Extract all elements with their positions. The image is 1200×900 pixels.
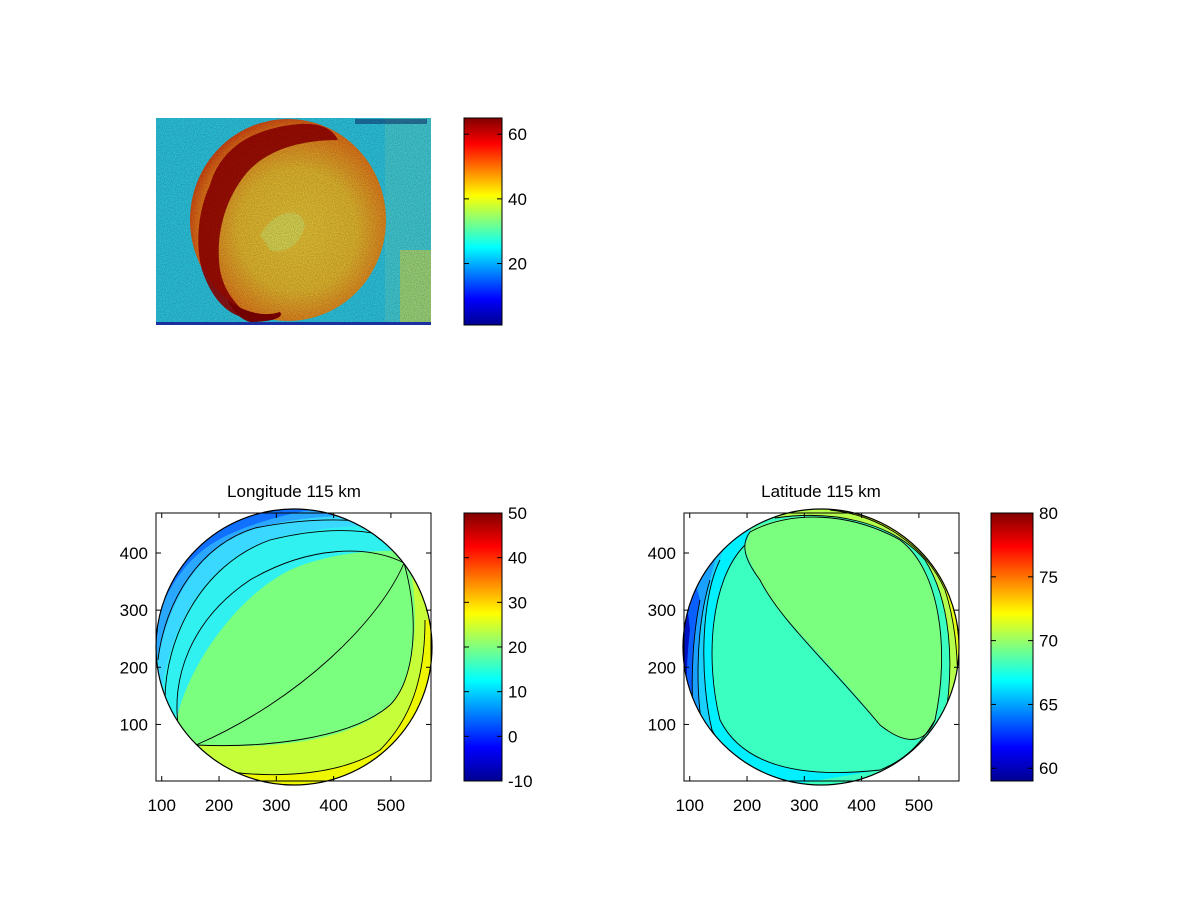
latitude-x-tick-label: 100	[676, 796, 704, 815]
image-colorbar-gradient	[463, 117, 503, 326]
latitude-axes-frame	[683, 512, 960, 782]
longitude-colorbar-tick-label: 50	[508, 504, 527, 523]
longitude-x-tick-label: 200	[205, 796, 233, 815]
longitude-x-tick-label: 300	[262, 796, 290, 815]
latitude-y-ticks: 100 200 300 400	[648, 544, 959, 734]
longitude-y-ticks: 100 200 300 400	[120, 544, 431, 734]
image-colorbar-tick-label: 20	[508, 255, 527, 274]
latitude-y-tick-label: 200	[648, 658, 676, 677]
latitude-colorbar-tick-label: 60	[1039, 759, 1058, 778]
longitude-axes-frame	[155, 512, 432, 782]
longitude-colorbar-tick-label: -10	[508, 772, 533, 791]
longitude-colorbar-tick-label: 40	[508, 549, 527, 568]
longitude-colorbar-tick-label: 20	[508, 638, 527, 657]
image-colorbar-tick-label: 40	[508, 190, 527, 209]
longitude-fill-10	[156, 509, 432, 700]
image-bottom-strip	[156, 322, 431, 325]
latitude-colorbar-gradient	[990, 512, 1034, 782]
longitude-x-ticks: 100 200 300 400 500	[148, 513, 405, 815]
latitude-colorbar-tick-label: 75	[1039, 568, 1058, 587]
longitude-x-tick-label: 100	[148, 796, 176, 815]
longitude-x-tick-label: 500	[377, 796, 405, 815]
latitude-x-tick-label: 200	[733, 796, 761, 815]
longitude-colorbar-tick-label: 30	[508, 593, 527, 612]
latitude-y-tick-label: 400	[648, 544, 676, 563]
longitude-fill-25	[200, 565, 432, 785]
latitude-title: Latitude 115 km	[761, 482, 881, 501]
latitude-colorbar-tick-label: 65	[1039, 695, 1058, 714]
longitude-x-tick-label: 400	[319, 796, 347, 815]
longitude-colorbar-tick-label: 10	[508, 683, 527, 702]
longitude-y-tick-label: 400	[120, 544, 148, 563]
longitude-y-tick-label: 200	[120, 658, 148, 677]
longitude-panel: Longitude 115 km	[120, 482, 533, 815]
image-colorbar-tick-label: 60	[508, 125, 527, 144]
longitude-colorbar-tick-label: 0	[508, 727, 517, 746]
image-panel: 20 40 60	[156, 117, 527, 326]
latitude-colorbar: 60 65 70 75 80	[990, 504, 1058, 782]
longitude-colorbar: -10 0 10 20 30 40 50	[463, 504, 533, 791]
latitude-colorbar-tick-label: 70	[1039, 632, 1058, 651]
latitude-x-tick-label: 500	[905, 796, 933, 815]
latitude-x-tick-label: 300	[790, 796, 818, 815]
latitude-x-ticks: 100 200 300 400 500	[676, 513, 933, 815]
image-noise	[156, 118, 431, 325]
longitude-title: Longitude 115 km	[227, 482, 361, 501]
latitude-y-tick-label: 300	[648, 601, 676, 620]
image-axes	[156, 118, 431, 325]
longitude-colorbar-gradient	[463, 512, 503, 782]
latitude-x-tick-label: 400	[847, 796, 875, 815]
latitude-panel: Latitude 115 km	[648, 482, 1058, 815]
latitude-fill-70	[744, 516, 942, 740]
image-colorbar: 20 40 60	[463, 117, 527, 326]
latitude-y-tick-label: 100	[648, 715, 676, 734]
longitude-y-tick-label: 100	[120, 715, 148, 734]
longitude-y-tick-label: 300	[120, 601, 148, 620]
latitude-fill-60	[683, 509, 695, 785]
image-header-text	[355, 119, 427, 124]
latitude-colorbar-tick-label: 80	[1039, 504, 1058, 523]
